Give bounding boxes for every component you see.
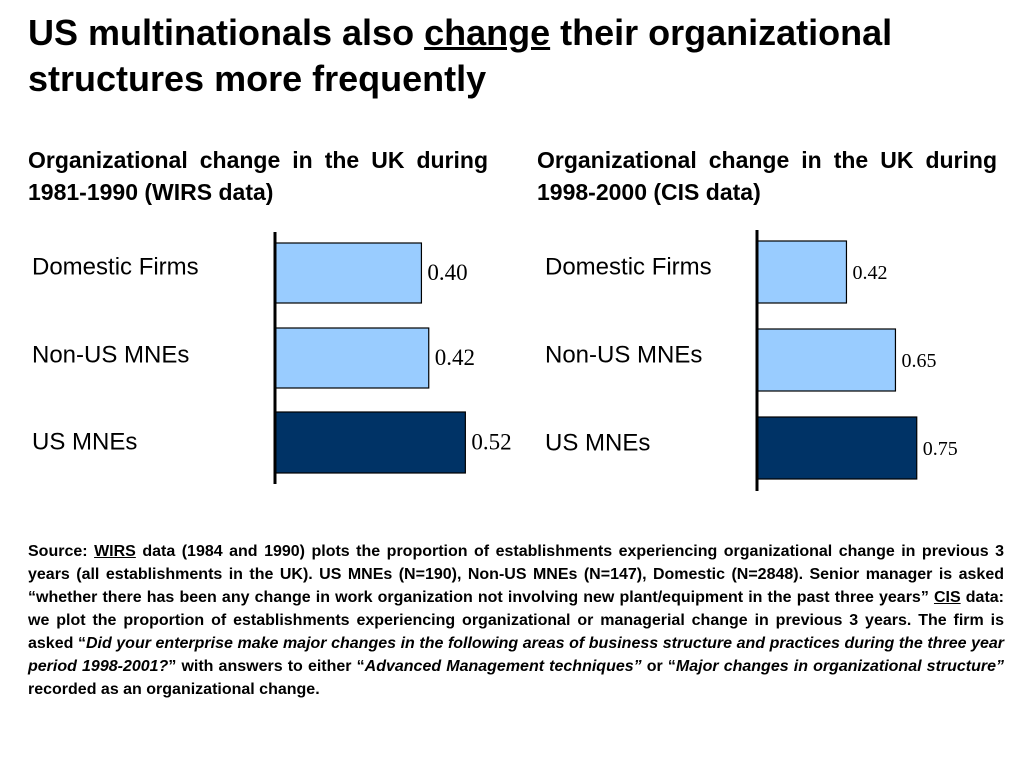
source-answer-1: Advanced Management techniques” xyxy=(364,658,642,675)
category-label: US MNEs xyxy=(545,429,650,456)
bar-us-mnes xyxy=(274,411,466,474)
source-part-1: Source: xyxy=(28,543,95,560)
title-part-2: their organizational structures more fre… xyxy=(28,12,893,99)
source-part-11: recorded as an organizational change. xyxy=(28,681,320,698)
source-question: Did your enterprise make major changes i… xyxy=(28,635,1004,675)
source-answer-2: Major changes in organizational structur… xyxy=(675,658,1005,675)
bar-domestic-firms xyxy=(274,242,423,304)
value-label: 0.40 xyxy=(427,260,467,285)
value-label: 0.52 xyxy=(471,430,511,455)
value-label: 0.42 xyxy=(852,262,887,284)
value-label: 0.65 xyxy=(901,350,936,372)
category-label: Non-US MNEs xyxy=(545,341,702,368)
title-emphasis: change xyxy=(424,12,551,53)
value-label: 0.75 xyxy=(923,438,958,460)
category-label: Non-US MNEs xyxy=(32,341,189,368)
title-part-1: US multinationals also xyxy=(28,12,425,53)
bar-non-us-mnes xyxy=(756,328,897,392)
source-part-9: or “ xyxy=(641,658,676,675)
category-label: Domestic Firms xyxy=(545,253,712,280)
category-label: Domestic Firms xyxy=(32,253,199,280)
source-part-5: data: we plot the proportion of establis… xyxy=(28,589,1005,652)
bar-domestic-firms xyxy=(756,240,848,304)
source-wirs-link: WIRS xyxy=(94,543,136,560)
category-label: US MNEs xyxy=(32,428,137,455)
slide-title: US multinationals also change their orga… xyxy=(28,10,1008,102)
source-cis-link: CIS xyxy=(933,589,961,606)
source-note: Source: WIRS data (1984 and 1990) plots … xyxy=(28,540,1004,701)
chart-2-title: Organizational change in the UK during 1… xyxy=(537,147,997,205)
bar-non-us-mnes xyxy=(274,327,430,389)
bar-us-mnes xyxy=(756,416,918,480)
chart-1-title: Organizational change in the UK during 1… xyxy=(28,147,488,205)
source-part-7: ” with answers to either “ xyxy=(168,658,365,675)
value-label: 0.42 xyxy=(435,345,475,370)
source-part-3: data (1984 and 1990) plots the proportio… xyxy=(28,543,1005,606)
